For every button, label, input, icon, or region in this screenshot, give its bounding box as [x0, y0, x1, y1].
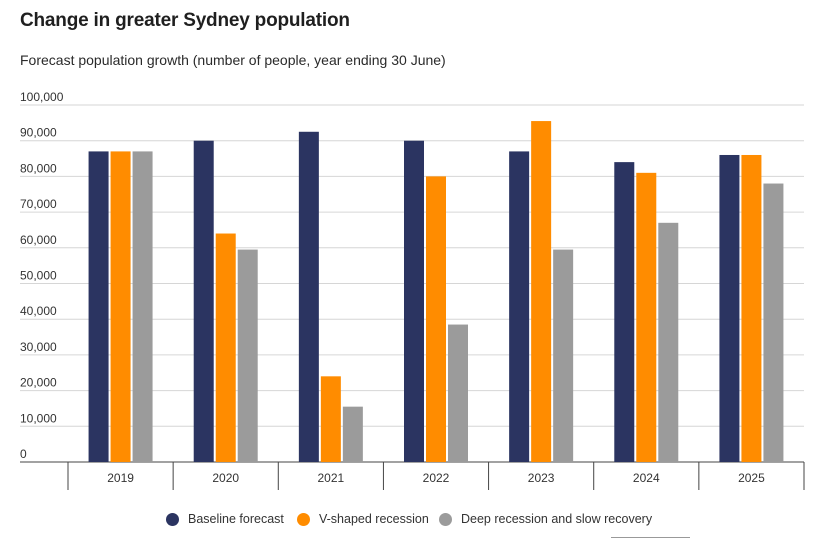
- bar-deep-recession-and-slow-recovery-2019: [132, 151, 153, 462]
- y-tick-label: 70,000: [20, 197, 57, 211]
- y-tick-label: 80,000: [20, 161, 57, 175]
- bar-chart: 0 10,000 20,000 30,000 40,000 50,000 60,000 70,…: [20, 90, 805, 490]
- bar-deep-recession-and-slow-recovery-2021: [342, 406, 363, 462]
- x-tick-label: 2021: [318, 471, 345, 485]
- legend-swatch: [297, 512, 310, 526]
- y-tick-label: 50,000: [20, 269, 57, 283]
- y-tick-label: 30,000: [20, 340, 57, 354]
- bar-v-shaped-recession-2025: [741, 154, 762, 463]
- bar-v-shaped-recession-2020: [215, 233, 236, 462]
- bar-baseline-forecast-2022: [404, 140, 424, 462]
- legend-item: V-shaped recession: [297, 512, 429, 526]
- x-tick-label: 2023: [528, 471, 555, 485]
- y-tick-label: 20,000: [20, 376, 57, 390]
- bar-v-shaped-recession-2021: [320, 376, 341, 462]
- y-tick-label: 100,000: [20, 90, 64, 104]
- bar-baseline-forecast-2024: [614, 162, 635, 462]
- chart-legend: Baseline forecast V-shaped recession Deep …: [0, 512, 819, 532]
- x-tick-label: 2022: [423, 471, 450, 485]
- bar-deep-recession-and-slow-recovery-2022: [448, 324, 468, 462]
- bar-deep-recession-and-slow-recovery-2023: [553, 249, 574, 462]
- y-tick-label: 10,000: [20, 411, 57, 425]
- y-tick-label: 60,000: [20, 233, 57, 247]
- legend-swatch: [439, 512, 452, 526]
- legend-label: Baseline forecast: [188, 512, 284, 526]
- legend-swatch: [166, 512, 179, 526]
- x-tick-label: 2025: [738, 471, 765, 485]
- bar-deep-recession-and-slow-recovery-2020: [237, 249, 258, 462]
- x-tick-label: 2020: [212, 471, 239, 485]
- chart-subtitle: Forecast population growth (number of pe…: [20, 52, 446, 68]
- bar-v-shaped-recession-2023: [531, 121, 552, 462]
- bar-deep-recession-and-slow-recovery-2025: [763, 183, 784, 463]
- legend-item: Deep recession and slow recovery: [439, 512, 652, 526]
- legend-label: Deep recession and slow recovery: [461, 512, 653, 526]
- bar-v-shaped-recession-2024: [636, 172, 657, 462]
- bar-baseline-forecast-2023: [509, 151, 530, 462]
- x-tick-label: 2019: [107, 471, 134, 485]
- y-tick-label: 40,000: [20, 304, 57, 318]
- bar-v-shaped-recession-2022: [426, 176, 446, 462]
- legend-label: V-shaped recession: [319, 512, 429, 526]
- bar-baseline-forecast-2019: [88, 151, 109, 462]
- bar-baseline-forecast-2021: [298, 131, 319, 462]
- bar-v-shaped-recession-2019: [110, 151, 131, 462]
- bar-baseline-forecast-2025: [719, 154, 740, 463]
- y-tick-label: 0: [20, 447, 27, 461]
- bar-baseline-forecast-2020: [193, 140, 214, 462]
- chart-title: Change in greater Sydney population: [20, 10, 350, 31]
- legend-divider: [611, 537, 690, 538]
- x-tick-label: 2024: [633, 471, 660, 485]
- legend-item: Baseline forecast: [166, 512, 284, 526]
- y-tick-label: 90,000: [20, 126, 57, 140]
- bar-deep-recession-and-slow-recovery-2024: [658, 222, 679, 462]
